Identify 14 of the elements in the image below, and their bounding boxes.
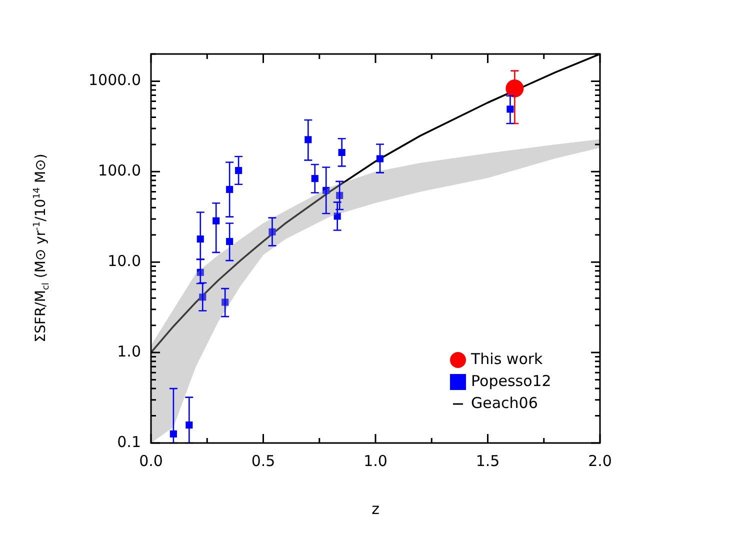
x-tick-label: 1.5 xyxy=(476,452,500,470)
y-tick-label: 100.0 xyxy=(98,162,141,180)
y-tick-label: 1.0 xyxy=(117,342,141,360)
x-tick-label: 2.0 xyxy=(588,452,612,470)
x-tick-label: 0.5 xyxy=(251,452,276,470)
y-tick-label: 10.0 xyxy=(108,252,141,270)
x-tick-label: 0.0 xyxy=(139,452,163,470)
y-tick-label: 0.1 xyxy=(117,432,141,451)
legend-label: Geach06 xyxy=(471,394,538,412)
legend-label: Popesso12 xyxy=(471,372,552,390)
y-tick-label: 1000.0 xyxy=(88,71,141,90)
legend-label: This work xyxy=(470,350,544,368)
x-axis-title: z xyxy=(372,500,380,518)
x-tick-label: 1.0 xyxy=(364,452,388,470)
